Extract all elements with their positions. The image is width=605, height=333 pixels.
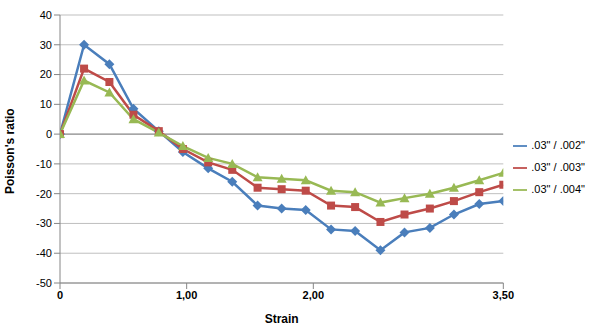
svg-text:-20: -20: [36, 188, 52, 200]
svg-text:0: 0: [57, 289, 63, 301]
html-text:.03" / .004": .03" / .004": [531, 182, 585, 195]
svg-text:Strain: Strain: [265, 312, 299, 326]
svg-text:20: 20: [40, 68, 52, 80]
html-text:.03" / .003": .03" / .003": [531, 160, 585, 173]
svg-text:-30: -30: [36, 217, 52, 229]
svg-text:3,50: 3,50: [493, 289, 514, 301]
svg-text:-40: -40: [36, 247, 52, 259]
svg-text:10: 10: [40, 98, 52, 110]
svg-text:2,00: 2,00: [303, 289, 324, 301]
svg-text:-10: -10: [36, 158, 52, 170]
svg-text:30: 30: [40, 39, 52, 51]
svg-text:Poisson's ratio: Poisson's ratio: [8, 108, 17, 194]
html-text:.03" / .002": .03" / .002": [531, 138, 585, 151]
svg-text:-50: -50: [36, 277, 52, 289]
svg-text:40: 40: [40, 9, 52, 21]
svg-text:0: 0: [46, 128, 52, 140]
svg-text:1,00: 1,00: [176, 289, 197, 301]
